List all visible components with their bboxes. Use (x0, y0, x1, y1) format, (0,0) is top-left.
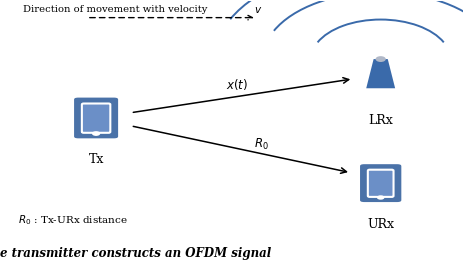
Circle shape (376, 195, 384, 200)
FancyBboxPatch shape (73, 96, 119, 140)
Text: Tx: Tx (88, 153, 104, 166)
Text: $x(t)$: $x(t)$ (226, 77, 248, 92)
Polygon shape (365, 59, 394, 88)
FancyBboxPatch shape (358, 163, 402, 204)
Text: LRx: LRx (368, 114, 392, 127)
Circle shape (375, 56, 385, 62)
Circle shape (92, 131, 100, 136)
Text: $R_0$ : Tx-URx distance: $R_0$ : Tx-URx distance (18, 213, 128, 227)
FancyBboxPatch shape (81, 103, 110, 133)
Text: e transmitter constructs an OFDM signal: e transmitter constructs an OFDM signal (0, 247, 270, 260)
Text: $v$: $v$ (254, 5, 262, 15)
FancyBboxPatch shape (367, 170, 393, 197)
Text: $R_0$: $R_0$ (253, 137, 268, 152)
Text: URx: URx (366, 218, 394, 231)
Text: Direction of movement with velocity: Direction of movement with velocity (23, 5, 210, 14)
